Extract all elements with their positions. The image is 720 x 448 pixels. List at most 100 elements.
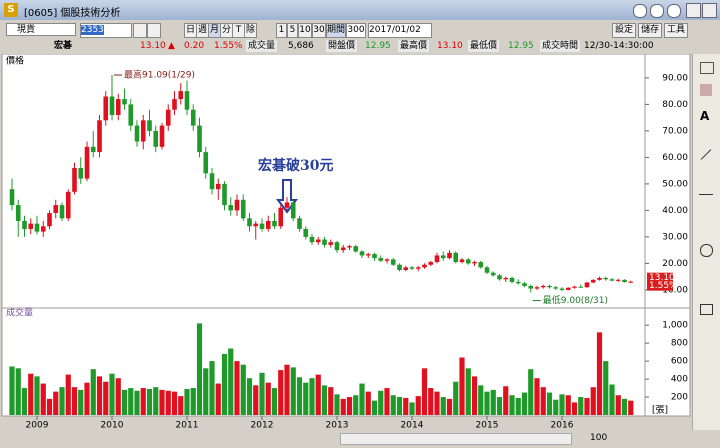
volume-bar <box>484 391 490 415</box>
volume-bar <box>434 391 440 415</box>
tool-icon[interactable] <box>700 62 714 74</box>
volume-unit: [張] <box>652 405 668 416</box>
mode-select[interactable]: 現貨 <box>6 23 76 36</box>
volume-bar <box>540 387 546 415</box>
candle-body <box>228 205 234 211</box>
candle-body <box>615 279 621 281</box>
candle-body <box>209 173 215 190</box>
tool-icon[interactable] <box>700 84 712 96</box>
volume-bar <box>146 388 153 415</box>
candle-body <box>128 104 134 126</box>
tool-icon[interactable] <box>700 304 713 315</box>
volume-bar <box>315 374 321 415</box>
y-tick-label: 80.00 <box>662 100 688 110</box>
candle-body <box>290 202 296 219</box>
volume-bar <box>140 388 146 415</box>
settings-button[interactable]: 設定 <box>612 23 636 38</box>
candle-body <box>328 242 334 245</box>
tool-icon[interactable] <box>699 194 713 195</box>
price-panel-title: 價格 <box>6 55 24 67</box>
candle-body <box>453 252 459 263</box>
candle-body <box>590 279 596 283</box>
candle-body <box>572 286 577 288</box>
volume-bar <box>84 382 90 415</box>
candle-body <box>59 205 65 219</box>
minute-button[interactable]: 10 <box>298 23 312 38</box>
candle-body <box>265 220 271 229</box>
candle-body <box>259 223 265 229</box>
candle-body <box>365 254 371 256</box>
volume-bar <box>228 348 234 415</box>
minute-button[interactable]: 30 <box>312 23 326 38</box>
candle-body <box>472 262 477 264</box>
range-label: 期間 <box>326 23 346 38</box>
volume-bar <box>465 368 471 415</box>
callout: 宏碁破30元 <box>258 157 333 174</box>
candle-body <box>109 96 115 115</box>
close-button[interactable] <box>702 3 717 18</box>
volume-bar <box>428 388 434 415</box>
link-button[interactable] <box>650 4 664 18</box>
stock-name: 宏碁 <box>54 41 73 51</box>
volume-bar <box>340 398 346 415</box>
candle-body <box>97 120 102 153</box>
candle-body <box>65 191 71 219</box>
candle-body <box>553 287 559 289</box>
save-button[interactable]: 儲存 <box>638 23 662 38</box>
candle-body <box>253 223 259 227</box>
candle-body <box>347 246 352 248</box>
pin-button[interactable] <box>667 4 681 18</box>
candle-body <box>509 277 515 282</box>
link-button[interactable] <box>147 23 161 38</box>
volume-bar <box>165 390 171 415</box>
candle-body <box>409 267 415 269</box>
y-tick-label: 1,000 <box>662 321 688 331</box>
volume-bar <box>109 373 115 415</box>
candle-body <box>459 259 465 263</box>
symbol-input[interactable]: 2353 <box>80 23 132 38</box>
volume-bar <box>496 397 503 415</box>
volume-bar <box>346 397 353 415</box>
minute-button[interactable]: 1 <box>276 23 287 38</box>
scrollbar[interactable] <box>340 433 572 445</box>
maximize-button[interactable] <box>686 3 701 18</box>
check-button[interactable] <box>133 23 147 38</box>
candle-body <box>78 167 84 179</box>
period-button[interactable]: 分 <box>220 23 233 38</box>
tool-icon[interactable] <box>700 149 712 160</box>
x-tick-label: 2009 <box>26 421 49 431</box>
candle-body <box>534 287 540 289</box>
y-tick-label: 40.00 <box>662 206 688 216</box>
help-button[interactable] <box>633 4 647 18</box>
volume-bar <box>296 377 303 415</box>
price-panel <box>1 54 691 309</box>
volume-bar <box>528 369 534 415</box>
candle-body <box>315 239 321 243</box>
candle-body <box>215 183 221 190</box>
tool-icon[interactable] <box>700 244 713 257</box>
date-input[interactable]: 2017/01/02 <box>368 23 432 38</box>
minute-button[interactable]: 5 <box>287 23 298 38</box>
volume-bar <box>240 364 246 415</box>
x-tick-label: 2016 <box>551 421 574 431</box>
volume-bar <box>621 398 628 415</box>
candle-body <box>172 99 177 110</box>
tools-button[interactable]: 工具 <box>664 23 688 38</box>
tool-icon[interactable]: A <box>700 109 710 123</box>
candle-body <box>628 281 634 283</box>
candle-body <box>122 99 127 105</box>
y-tick-label: 600 <box>671 357 688 367</box>
volume-bar <box>384 388 390 415</box>
candle-body <box>390 259 396 265</box>
period-button[interactable]: 除 <box>244 23 257 38</box>
volume-bar <box>521 392 528 415</box>
field-label: 最低價 <box>468 40 500 52</box>
last-price: 13.10 <box>140 41 166 51</box>
volume-bar <box>471 376 478 415</box>
volume-bar <box>21 388 28 415</box>
volume-bar <box>78 389 84 415</box>
range-input[interactable]: 300 <box>346 23 366 38</box>
candle-body <box>147 120 152 131</box>
volume-bar <box>371 400 378 415</box>
